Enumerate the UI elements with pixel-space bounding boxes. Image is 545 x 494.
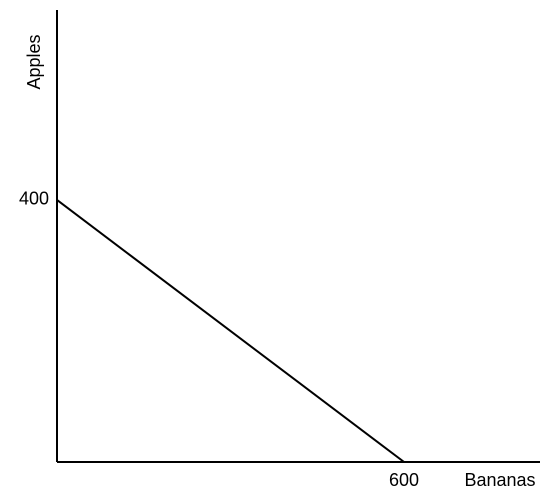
- y-tick-label: 400: [19, 189, 49, 209]
- x-axis-label: Bananas: [464, 470, 535, 489]
- line: [56, 199, 405, 463]
- x-tick-label: 600: [389, 470, 419, 489]
- y-axis-label: Apples: [24, 34, 44, 89]
